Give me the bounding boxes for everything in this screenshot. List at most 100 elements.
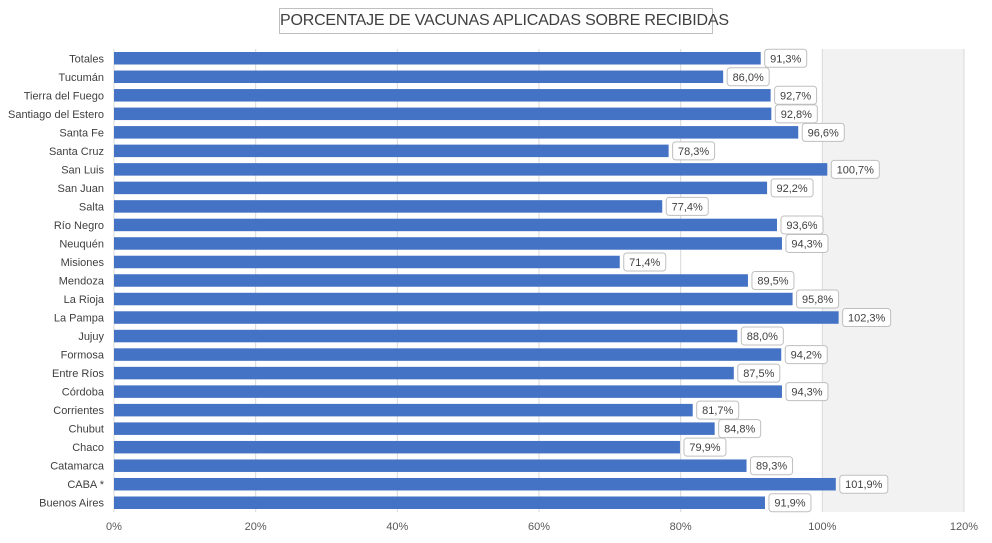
- data-label-box: [718, 419, 762, 439]
- bar: [114, 52, 761, 65]
- data-label: 92,2%: [776, 183, 807, 195]
- data-label: 86,0%: [733, 72, 764, 84]
- data-label-box: [842, 308, 892, 328]
- bar: [114, 107, 772, 121]
- category-label: CABA *: [67, 479, 104, 491]
- category-label: San Juan: [58, 183, 104, 195]
- x-tick-label: 80%: [670, 521, 692, 533]
- data-label: 84,8%: [724, 424, 755, 436]
- bar: [114, 459, 747, 472]
- category-label: Formosa: [61, 350, 105, 362]
- data-label: 91,9%: [774, 498, 805, 510]
- bar: [114, 126, 799, 139]
- bar: [114, 440, 680, 454]
- data-label-box: [839, 474, 889, 494]
- bar: [114, 181, 768, 195]
- category-label: Misiones: [61, 257, 105, 269]
- bar: [114, 292, 793, 306]
- category-label: Tucumán: [59, 72, 104, 84]
- bar: [114, 477, 836, 491]
- x-tick-label: 0%: [106, 521, 122, 533]
- category-label: Entre Ríos: [52, 368, 104, 380]
- data-label-box: [623, 252, 667, 272]
- data-label: 78,3%: [678, 146, 709, 158]
- data-label-box: [751, 271, 795, 290]
- data-label: 88,0%: [747, 331, 778, 343]
- x-tick-label: 20%: [245, 521, 267, 533]
- bar: [114, 311, 839, 324]
- data-label: 101,9%: [845, 479, 883, 491]
- bar: [114, 144, 669, 158]
- data-label: 89,3%: [756, 461, 787, 473]
- bar: [114, 255, 620, 269]
- category-label: Chaco: [72, 442, 104, 454]
- category-label: San Luis: [61, 164, 104, 176]
- bar: [114, 163, 828, 176]
- data-label-box: [740, 326, 784, 346]
- bar: [114, 70, 724, 84]
- data-label-box: [768, 493, 812, 513]
- data-label-box: [726, 67, 770, 87]
- category-label: Catamarca: [50, 461, 105, 473]
- data-label-box: [665, 196, 709, 216]
- category-label: Mendoza: [59, 276, 105, 288]
- category-label: Totales: [69, 53, 104, 65]
- data-label: 94,3%: [791, 238, 822, 250]
- data-label: 87,5%: [743, 368, 774, 380]
- bar: [114, 274, 748, 287]
- data-label-box: [785, 382, 829, 402]
- bar: [114, 200, 663, 213]
- bar: [114, 422, 715, 435]
- data-label-box: [784, 345, 828, 365]
- chart-title: PORCENTAJE DE VACUNAS APLICADAS SOBRE RE…: [279, 8, 729, 34]
- bar: [114, 403, 693, 417]
- data-label: 96,6%: [808, 127, 839, 139]
- data-label: 77,4%: [672, 201, 703, 213]
- x-tick-label: 100%: [808, 521, 836, 533]
- data-label-box: [785, 233, 829, 253]
- category-label: Santa Fe: [59, 127, 104, 139]
- category-label: Buenos Aires: [39, 498, 104, 510]
- data-label-box: [801, 122, 845, 142]
- data-label-box: [780, 215, 824, 235]
- x-tick-label: 60%: [528, 521, 550, 533]
- data-label-box: [770, 178, 814, 198]
- data-label-box: [830, 159, 880, 179]
- data-label: 91,3%: [770, 53, 801, 65]
- data-label-box: [750, 456, 794, 476]
- data-label: 79,9%: [689, 442, 720, 454]
- category-label: Santa Cruz: [49, 146, 104, 158]
- x-tick-label: 120%: [950, 521, 978, 533]
- data-label: 102,3%: [848, 313, 886, 325]
- category-label: Jujuy: [78, 331, 104, 343]
- data-label-box: [683, 437, 727, 457]
- data-label-box: [737, 363, 781, 383]
- shaded-band: [822, 49, 964, 512]
- data-label: 92,7%: [780, 90, 811, 102]
- bar: [114, 496, 765, 509]
- data-label: 71,4%: [629, 257, 660, 269]
- category-label: Neuquén: [59, 238, 104, 250]
- data-label-box: [764, 48, 808, 68]
- category-label: Corrientes: [53, 405, 104, 417]
- data-label: 89,5%: [757, 276, 788, 288]
- bar: [114, 385, 782, 398]
- category-label: La Rioja: [64, 294, 105, 306]
- category-label: Tierra del Fuego: [24, 90, 104, 102]
- data-label: 93,6%: [786, 220, 817, 232]
- category-label: Santiago del Estero: [8, 109, 104, 121]
- bar: [114, 366, 734, 380]
- data-label-box: [696, 400, 740, 420]
- data-label-box: [796, 289, 840, 309]
- category-label: Chubut: [69, 424, 104, 436]
- bar: [114, 348, 782, 361]
- data-label: 94,2%: [791, 350, 822, 362]
- data-label: 100,7%: [837, 164, 875, 176]
- category-label: La Pampa: [54, 313, 105, 325]
- x-tick-label: 40%: [386, 521, 408, 533]
- data-label: 92,8%: [781, 109, 812, 121]
- bar: [114, 218, 777, 232]
- bar: [114, 329, 738, 343]
- data-label: 81,7%: [702, 405, 733, 417]
